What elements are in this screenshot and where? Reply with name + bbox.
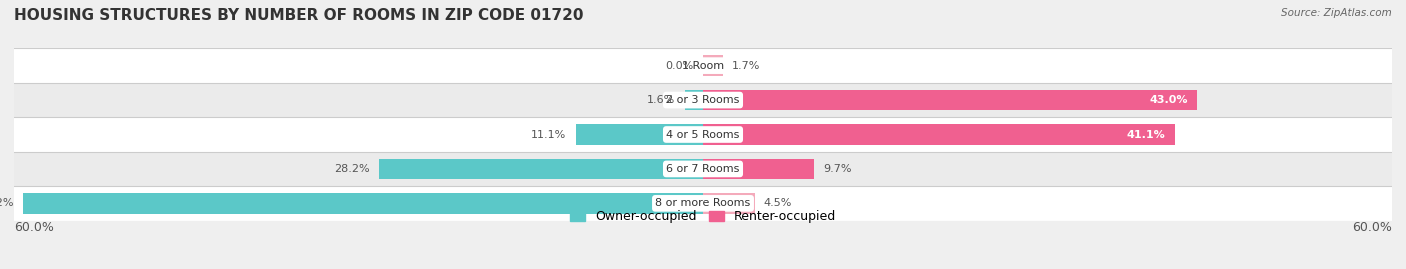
Bar xyxy=(685,90,703,110)
Bar xyxy=(14,48,1392,83)
Text: 60.0%: 60.0% xyxy=(1353,221,1392,233)
Bar xyxy=(703,124,1175,145)
Text: 41.1%: 41.1% xyxy=(1128,129,1166,140)
Bar xyxy=(14,83,1392,117)
Text: 4.5%: 4.5% xyxy=(763,198,792,208)
Legend: Owner-occupied, Renter-occupied: Owner-occupied, Renter-occupied xyxy=(565,205,841,228)
Text: 8 or more Rooms: 8 or more Rooms xyxy=(655,198,751,208)
Text: 60.0%: 60.0% xyxy=(14,221,53,233)
Bar xyxy=(703,159,814,179)
Bar xyxy=(575,124,703,145)
Bar xyxy=(14,186,1392,221)
Bar xyxy=(380,159,703,179)
Text: 4 or 5 Rooms: 4 or 5 Rooms xyxy=(666,129,740,140)
Bar xyxy=(703,193,755,214)
Text: 1.7%: 1.7% xyxy=(731,61,761,71)
Bar xyxy=(14,152,1392,186)
Text: 59.2%: 59.2% xyxy=(0,198,14,208)
Text: 6 or 7 Rooms: 6 or 7 Rooms xyxy=(666,164,740,174)
Text: Source: ZipAtlas.com: Source: ZipAtlas.com xyxy=(1281,8,1392,18)
Bar xyxy=(703,55,723,76)
Text: 0.0%: 0.0% xyxy=(665,61,693,71)
Text: 28.2%: 28.2% xyxy=(335,164,370,174)
Bar xyxy=(703,90,1197,110)
Text: HOUSING STRUCTURES BY NUMBER OF ROOMS IN ZIP CODE 01720: HOUSING STRUCTURES BY NUMBER OF ROOMS IN… xyxy=(14,8,583,23)
Bar xyxy=(14,117,1392,152)
Bar xyxy=(24,193,703,214)
Text: 43.0%: 43.0% xyxy=(1149,95,1188,105)
Text: 9.7%: 9.7% xyxy=(824,164,852,174)
Text: 2 or 3 Rooms: 2 or 3 Rooms xyxy=(666,95,740,105)
Text: 1.6%: 1.6% xyxy=(647,95,675,105)
Text: 1 Room: 1 Room xyxy=(682,61,724,71)
Text: 11.1%: 11.1% xyxy=(531,129,567,140)
